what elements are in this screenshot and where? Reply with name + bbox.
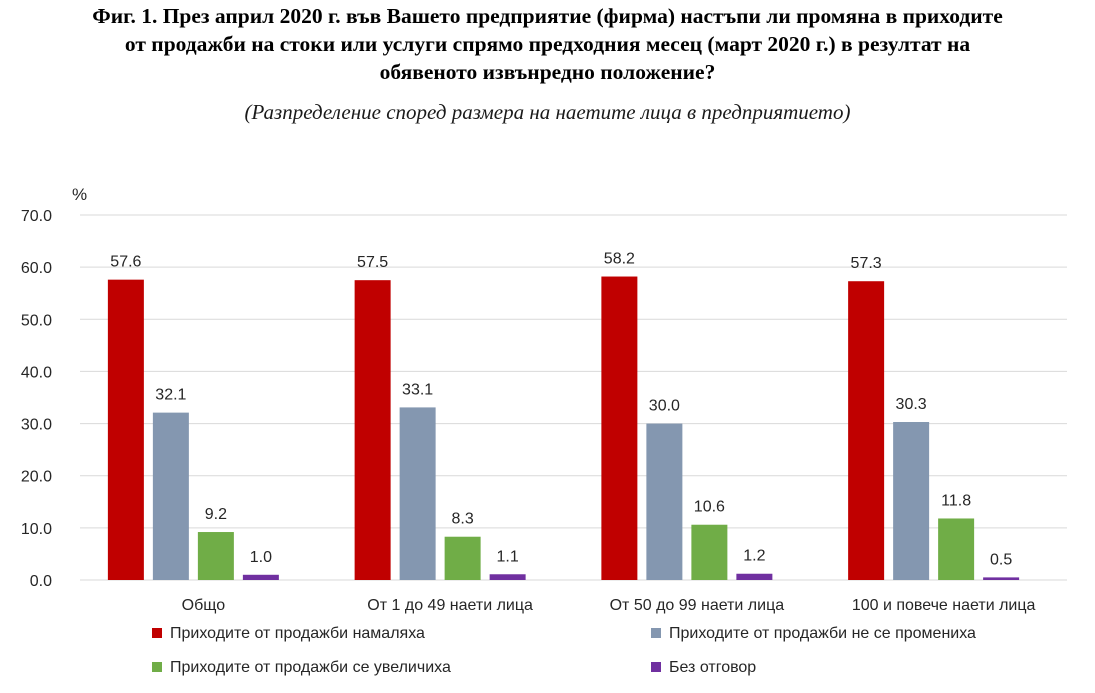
- bar: [242, 574, 279, 580]
- data-label: 30.3: [896, 396, 927, 413]
- bar: [938, 518, 975, 580]
- bar: [444, 536, 481, 580]
- x-tick-label: Общо: [182, 597, 226, 614]
- data-label: 8.3: [452, 511, 474, 528]
- y-tick-label: 0.0: [30, 573, 52, 590]
- data-label: 33.1: [402, 381, 433, 398]
- bar: [893, 422, 930, 580]
- x-tick-label: От 1 до 49 наети лица: [367, 597, 533, 614]
- legend-swatch: [651, 628, 661, 638]
- y-tick-label: 40.0: [21, 364, 52, 381]
- y-tick-label: 50.0: [21, 312, 52, 329]
- chart-title-line-1: Фиг. 1. През април 2020 г. във Вашето пр…: [92, 4, 1003, 28]
- y-tick-label: 30.0: [21, 417, 52, 434]
- legend-swatch: [651, 662, 661, 672]
- bar: [691, 524, 728, 580]
- bar: [399, 407, 436, 580]
- data-label: 57.5: [357, 254, 388, 271]
- y-axis-label: %: [72, 185, 87, 204]
- y-tick-label: 10.0: [21, 521, 52, 538]
- legend-label: Приходите от продажби намаляха: [170, 625, 425, 642]
- chart-title: Фиг. 1. През април 2020 г. във Вашето пр…: [0, 2, 1095, 86]
- bar: [848, 281, 885, 580]
- legend-label: Приходите от продажби не се промениха: [669, 625, 976, 642]
- y-tick-label: 60.0: [21, 260, 52, 277]
- data-label: 10.6: [694, 499, 725, 516]
- legend: Приходите от продажби намаляха Приходите …: [152, 625, 976, 676]
- y-tick-label: 20.0: [21, 469, 52, 486]
- data-labels: 57.6 32.1 9.2 1.0 57.5 33.1 8.3 1.1 58.2 30.0 10.6…: [110, 251, 1012, 569]
- bar: [983, 577, 1020, 580]
- data-label: 11.8: [941, 492, 971, 509]
- bar: [736, 573, 773, 580]
- bar: [646, 423, 683, 580]
- data-label: 30.0: [649, 398, 680, 415]
- legend-swatch: [152, 628, 162, 638]
- data-label: 57.3: [851, 255, 882, 272]
- bar: [489, 574, 526, 580]
- bar: [354, 280, 391, 580]
- x-tick-label: От 50 до 99 наети лица: [610, 597, 785, 614]
- bar: [197, 532, 234, 580]
- bar: [107, 279, 144, 580]
- y-axis-ticks: 0.0 10.0 20.0 30.0 40.0 50.0 60.0 70.0: [21, 208, 52, 590]
- data-label: 32.1: [155, 387, 186, 404]
- data-label: 58.2: [604, 251, 635, 268]
- data-label: 1.0: [250, 549, 272, 566]
- bar: [601, 276, 638, 580]
- data-label: 1.2: [743, 548, 765, 565]
- data-label: 57.6: [110, 254, 141, 271]
- legend-label: Приходите от продажби се увеличиха: [170, 659, 451, 676]
- legend-label: Без отговор: [669, 659, 756, 676]
- chart-title-line-2: от продажби на стоки или услуги спрямо п…: [124, 32, 971, 56]
- y-tick-label: 70.0: [21, 208, 52, 225]
- chart-subtitle: (Разпределение според размера на наетите…: [244, 100, 851, 124]
- legend-swatch: [152, 662, 162, 672]
- data-label: 1.1: [497, 548, 519, 565]
- x-axis-ticks: Общо От 1 до 49 наети лица От 50 до 99 нае…: [182, 597, 1036, 614]
- bars: [107, 276, 1020, 580]
- x-tick-label: 100 и повече наети лица: [852, 597, 1036, 614]
- bar: [152, 412, 189, 580]
- chart-title-line-3: обявеното извънредно положение?: [379, 60, 716, 84]
- data-label: 0.5: [990, 551, 1012, 568]
- data-label: 9.2: [205, 506, 227, 523]
